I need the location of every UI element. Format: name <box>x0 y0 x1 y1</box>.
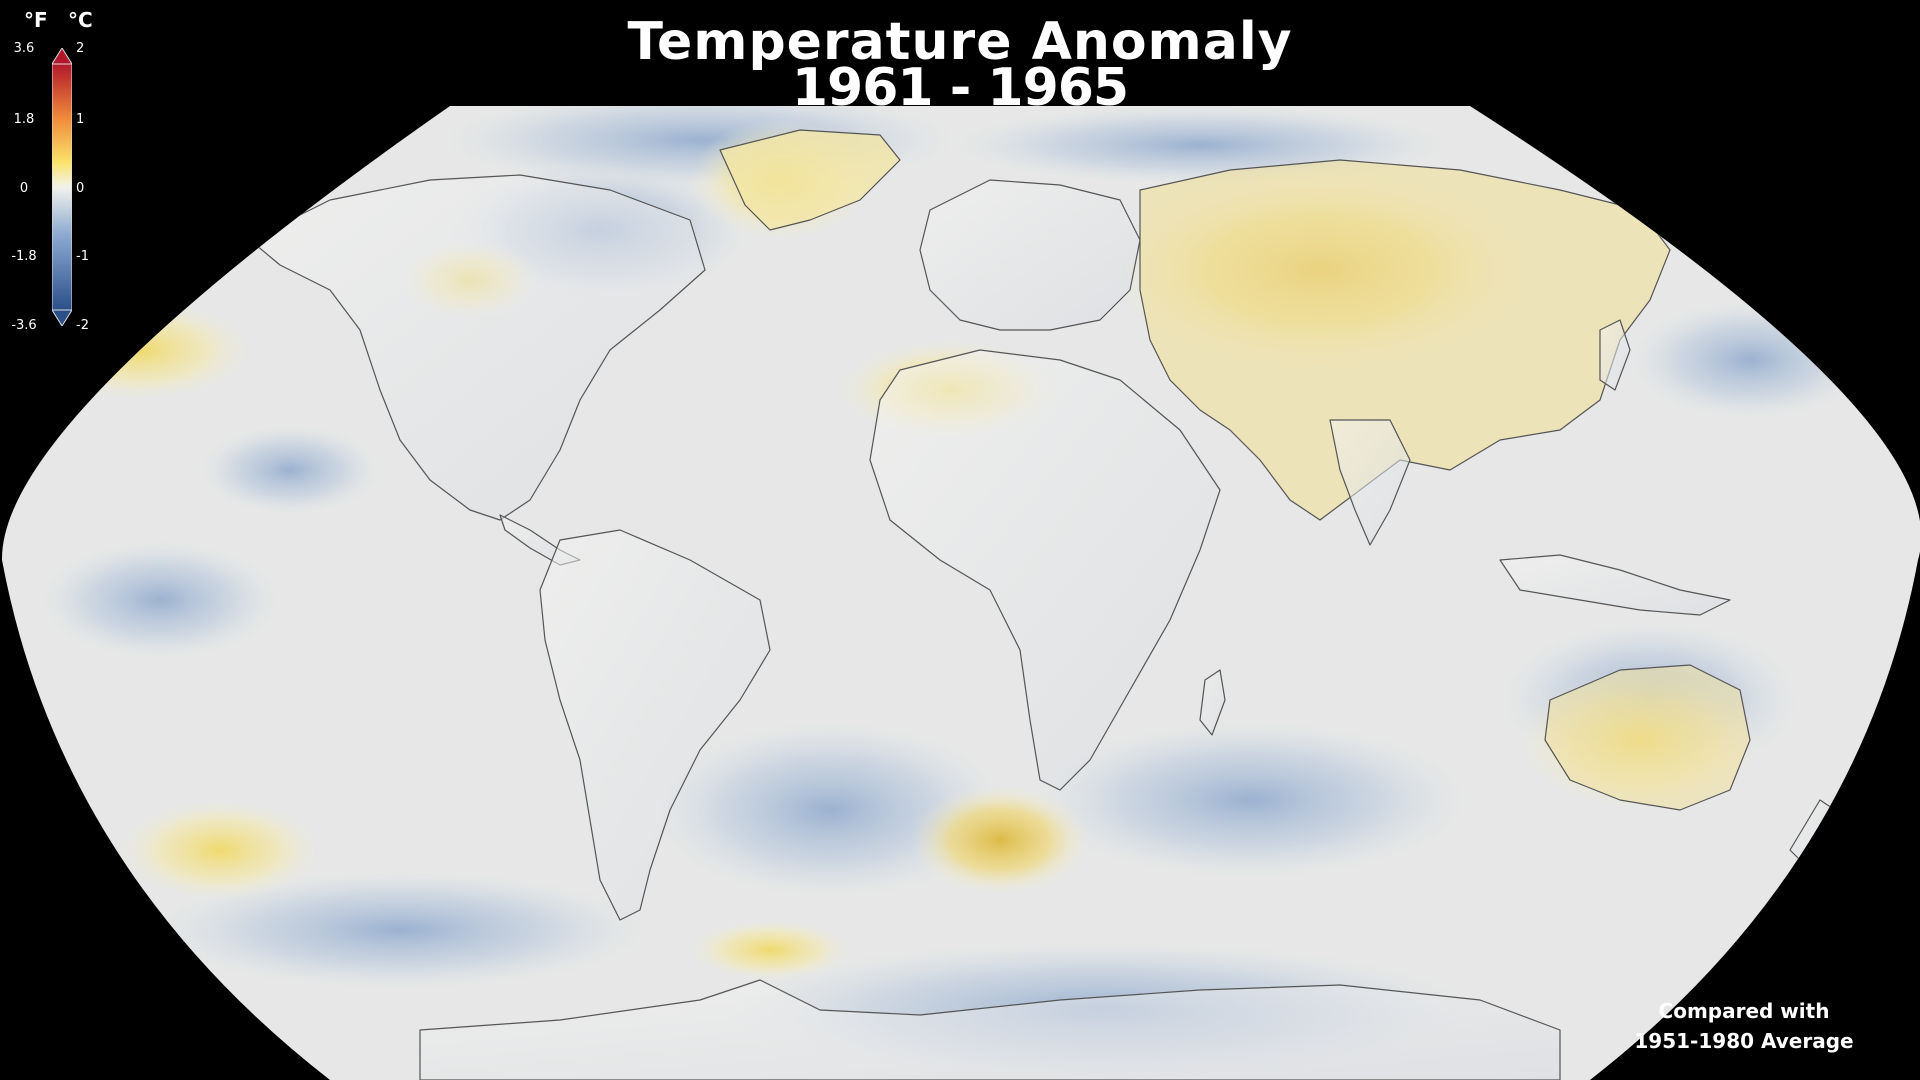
north-america-landmass <box>249 174 706 521</box>
tick-c-max: 2 <box>76 41 85 56</box>
baseline-note-line1: Compared with <box>1658 999 1830 1023</box>
continents <box>249 129 1836 1080</box>
japan-landmass <box>1599 319 1631 391</box>
period-label: 1961 - 1965 <box>791 58 1129 118</box>
tick-c-high: 1 <box>76 112 85 127</box>
colorbar-min-arrow <box>52 309 72 326</box>
tick-c-min: -2 <box>76 318 89 333</box>
colorbar <box>52 48 72 326</box>
anomaly-field <box>1 106 1920 1080</box>
map-title: Temperature Anomaly <box>627 12 1293 72</box>
color-legend: °F °C 3.6 1.8 0 -1.8 -3.6 2 1 0 <box>0 0 120 360</box>
tick-f-zero: 0 <box>19 181 29 196</box>
europe-landmass <box>919 179 1141 331</box>
baseline-note: Compared with 1951-1980 Average <box>1614 996 1874 1056</box>
unit-fahrenheit: °F <box>24 8 48 32</box>
australia-landmass <box>1544 664 1751 811</box>
anomaly-region <box>120 800 320 900</box>
india-landmass <box>1329 419 1411 546</box>
tick-f-min: -3.6 <box>11 318 37 333</box>
anomaly-region <box>690 920 850 980</box>
south-america-landmass <box>539 529 771 921</box>
asia-landmass <box>1139 159 1671 521</box>
anomaly-region <box>1630 300 1870 420</box>
tick-f-max: 3.6 <box>13 41 35 56</box>
anomaly-region <box>200 425 380 515</box>
unit-celsius: °C <box>68 8 93 32</box>
tick-f-high: 1.8 <box>13 112 35 127</box>
madagascar-landmass <box>1199 669 1226 736</box>
africa-landmass <box>869 349 1221 791</box>
tick-c-zero: 0 <box>76 181 85 196</box>
anomaly-region <box>1030 720 1470 880</box>
colorbar-gradient <box>52 63 72 311</box>
greenland-landmass <box>719 129 901 231</box>
anomaly-region <box>150 870 650 990</box>
indonesia-landmass <box>1499 554 1731 616</box>
colorbar-max-arrow <box>52 48 72 65</box>
tick-f-low: -1.8 <box>11 249 37 264</box>
anomaly-region <box>40 540 280 660</box>
antarctica-landmass <box>419 979 1561 1080</box>
tick-c-low: -1 <box>76 249 89 264</box>
anomaly-region <box>910 785 1090 895</box>
baseline-note-line2: 1951-1980 Average <box>1634 1029 1854 1053</box>
